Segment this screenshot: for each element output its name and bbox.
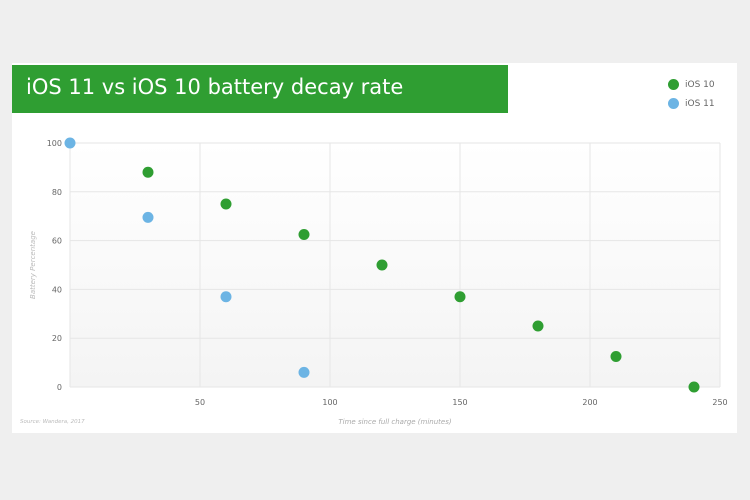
plot-background (70, 143, 720, 387)
y-axis-label: Battery Percentage (29, 231, 37, 299)
legend-label: iOS 11 (685, 98, 715, 109)
data-point-ios-11 (220, 291, 232, 303)
legend-item-ios10: iOS 10 (668, 79, 715, 90)
x-tick-label: 200 (582, 398, 597, 407)
y-tick-label: 80 (52, 188, 62, 197)
title-banner: iOS 11 vs iOS 10 battery decay rate (12, 65, 508, 113)
data-point-ios-10 (610, 351, 622, 362)
x-tick-label: 150 (452, 398, 467, 407)
data-point-ios-10 (220, 198, 232, 210)
data-point-ios-10 (688, 381, 700, 393)
data-point-ios-10 (532, 320, 544, 332)
legend-dot-icon (668, 98, 679, 109)
y-tick-label: 20 (52, 334, 62, 343)
data-point-ios-11 (142, 211, 154, 223)
data-point-ios-10 (298, 229, 310, 240)
x-tick-label: 250 (712, 398, 727, 407)
data-point-ios-11 (298, 366, 310, 378)
y-tick-label: 40 (52, 285, 62, 294)
legend-item-ios11: iOS 11 (668, 98, 715, 109)
legend-label: iOS 10 (685, 79, 715, 90)
y-tick-label: 60 (52, 237, 62, 246)
source-note: Source: Wandera, 2017 (20, 419, 85, 425)
x-tick-label: 100 (322, 398, 337, 407)
x-tick-label: 50 (195, 398, 205, 407)
data-point-ios-10 (142, 166, 154, 178)
data-point-ios-10 (454, 291, 466, 303)
x-axis-label: Time since full charge (minutes) (338, 418, 451, 426)
y-tick-label: 100 (47, 139, 62, 148)
legend-dot-icon (668, 79, 679, 90)
data-point-ios-10 (376, 259, 388, 271)
chart-title: iOS 11 vs iOS 10 battery decay rate (26, 75, 404, 99)
y-tick-label: 0 (57, 383, 62, 392)
data-point-ios-11 (64, 137, 76, 149)
